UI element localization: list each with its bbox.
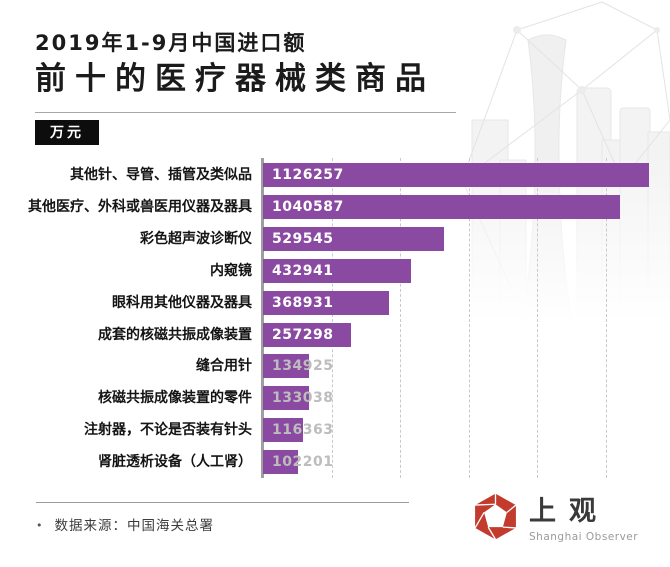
bar-value: 432941 (272, 262, 334, 279)
gridline (605, 158, 607, 478)
bar-label: 彩色超声波诊断仪 (140, 230, 252, 247)
gridline (331, 158, 333, 478)
chart-row: 核磁共振成像装置的零件 133038 (0, 386, 670, 411)
bar (263, 418, 303, 443)
bar-label: 注射器，不论是否装有针头 (84, 422, 252, 439)
bar (263, 386, 309, 411)
title-line2: 前十的医疗器械类商品 (35, 61, 435, 97)
bar-value: 1040587 (272, 198, 344, 215)
data-source: • 数据来源：中国海关总署 (36, 514, 214, 534)
bar-value: 133038 (272, 390, 334, 407)
bar-value: 257298 (272, 326, 334, 343)
chart-row: 内窥镜 432941 (0, 258, 670, 283)
bar-label: 其他医疗、外科或兽医用仪器及器具 (28, 198, 252, 215)
bar-value: 116363 (272, 422, 334, 439)
chart-axis (261, 158, 264, 478)
bar-label: 内窥镜 (210, 262, 252, 279)
bar-label: 成套的核磁共振成像装置 (98, 326, 252, 343)
chart-row: 缝合用针 134925 (0, 354, 670, 379)
bar-value: 368931 (272, 294, 334, 311)
unit-badge: 万元 (35, 120, 99, 145)
bar-value: 1126257 (272, 167, 344, 183)
chart-row: 其他医疗、外科或兽医用仪器及器具 1040587 (0, 194, 670, 219)
bar-value: 529545 (272, 230, 334, 247)
title-line1: 2019年1-9月中国进口额 (35, 31, 307, 55)
gridline (537, 158, 539, 478)
bar-label: 眼科用其他仪器及器具 (112, 294, 252, 311)
chart-row: 眼科用其他仪器及器具 368931 (0, 290, 670, 315)
gridline (468, 158, 470, 478)
chart-row: 彩色超声波诊断仪 529545 (0, 226, 670, 251)
logo-subtitle: Shanghai Observer (529, 531, 639, 543)
chart-row: 肾脏透析设备（人工肾） 102201 (0, 450, 670, 475)
logo-text: 上观 Shanghai Observer (529, 489, 638, 543)
data-source-text: 数据来源：中国海关总署 (54, 518, 214, 534)
bar-label: 肾脏透析设备（人工肾） (98, 454, 252, 471)
bar-value: 102201 (272, 454, 334, 471)
logo-hexagon-icon (474, 493, 517, 540)
gridline (400, 158, 402, 478)
bullet-icon: • (36, 519, 44, 532)
footer-divider (36, 502, 409, 503)
bar-value: 134925 (272, 358, 334, 375)
bar (263, 290, 390, 315)
bar (263, 226, 445, 251)
logo-name: 上观 (529, 496, 609, 527)
chart-row: 注射器，不论是否装有针头 116363 (0, 418, 670, 443)
bar (263, 258, 412, 283)
bar-chart: 其他针、导管、插管及类似品 1126257 其他医疗、外科或兽医用仪器及器具 1040… (0, 158, 670, 480)
chart-row: 成套的核磁共振成像装置 257298 (0, 322, 670, 347)
bar (263, 354, 310, 379)
bar (263, 450, 299, 475)
title-divider (35, 112, 456, 113)
bar (263, 194, 620, 219)
chart-row: 其他针、导管、插管及类似品 1126257 (0, 163, 670, 187)
bar (263, 322, 352, 347)
bar-label: 其他针、导管、插管及类似品 (70, 167, 252, 183)
bar-label: 缝合用针 (196, 358, 252, 375)
bar (263, 163, 649, 187)
shanghai-observer-logo: 上观 Shanghai Observer (471, 489, 638, 543)
bar-label: 核磁共振成像装置的零件 (98, 390, 252, 407)
